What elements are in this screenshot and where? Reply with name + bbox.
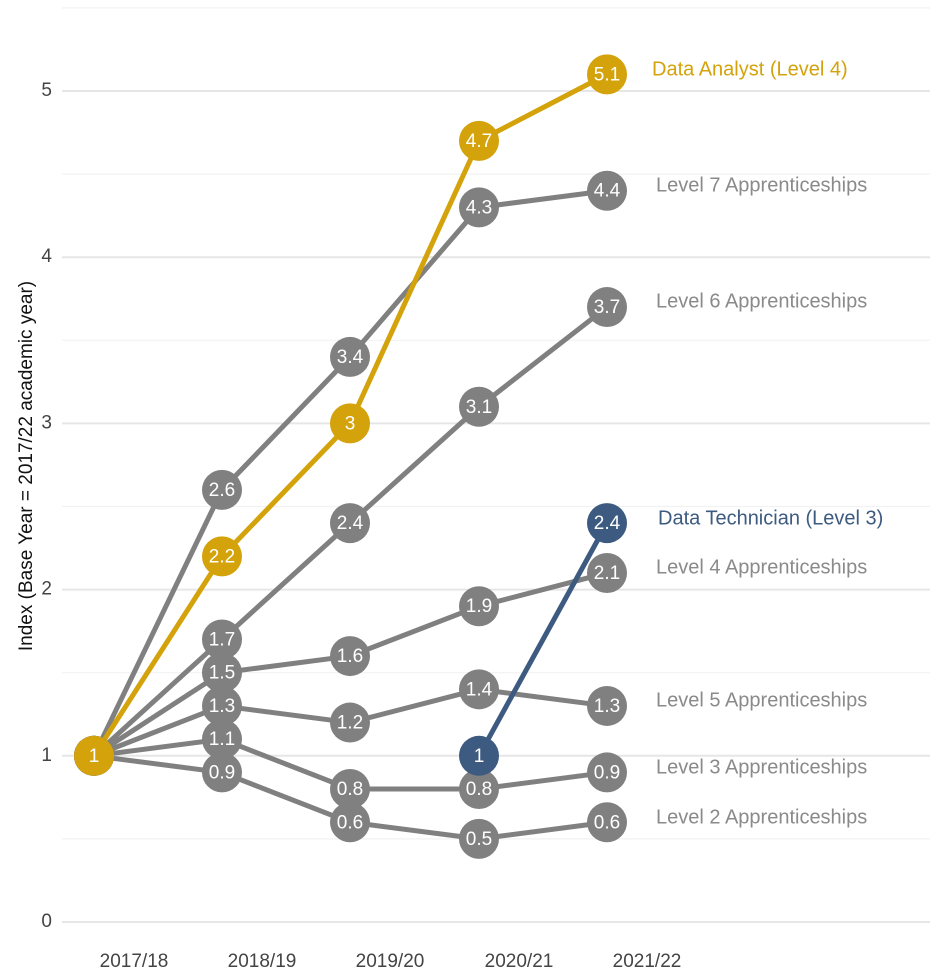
data-label-level-2-apprenticeships: 0.6 bbox=[594, 812, 620, 833]
data-point-level-5-apprenticeships bbox=[202, 685, 242, 726]
data-label-level-3-apprenticeships: 0.8 bbox=[466, 779, 492, 800]
data-point-level-4-apprenticeships bbox=[330, 636, 370, 677]
data-point-level-2-apprenticeships bbox=[459, 818, 499, 859]
data-point-level-7-apprenticeships bbox=[587, 170, 627, 211]
data-label-data-analyst-level-4: 1 bbox=[89, 746, 100, 767]
series-label-level-6-apprenticeships: Level 6 Apprenticeships bbox=[656, 290, 867, 312]
data-label-level-7-apprenticeships: 2.6 bbox=[209, 480, 235, 501]
series-label-level-5-apprenticeships: Level 5 Apprenticeships bbox=[656, 689, 867, 711]
data-label-data-technician-level-3: 2.4 bbox=[594, 513, 621, 534]
data-point-level-3-apprenticeships bbox=[202, 719, 242, 760]
series-label-data-analyst-level-4: Data Analyst (Level 4) bbox=[652, 58, 848, 80]
data-point-data-technician-level-3 bbox=[459, 735, 499, 776]
data-label-level-3-apprenticeships: 0.8 bbox=[337, 779, 363, 800]
data-point-level-4-apprenticeships bbox=[202, 652, 242, 693]
data-point-level-4-apprenticeships bbox=[587, 552, 627, 593]
data-point-level-6-apprenticeships bbox=[202, 619, 242, 660]
series-labels: Level 2 Apprenticeships Level 3 Apprentic… bbox=[652, 58, 883, 828]
data-label-level-4-apprenticeships: 1.5 bbox=[209, 663, 235, 684]
series-label-data-technician-level-3: Data Technician (Level 3) bbox=[658, 507, 883, 529]
series-label-level-7-apprenticeships: Level 7 Apprenticeships bbox=[656, 174, 867, 196]
data-label-level-3-apprenticeships: 0.9 bbox=[594, 762, 620, 783]
x-tick-label: 2019/20 bbox=[356, 951, 425, 972]
data-label-level-4-apprenticeships: 2.1 bbox=[594, 563, 620, 584]
y-axis-title: Index (Base Year = 2017/22 academic year… bbox=[16, 281, 37, 651]
data-label-level-5-apprenticeships: 1.4 bbox=[466, 679, 493, 700]
data-label-data-analyst-level-4: 3 bbox=[345, 413, 356, 434]
data-point-level-5-apprenticeships bbox=[587, 685, 627, 726]
data-point-level-3-apprenticeships bbox=[459, 769, 499, 810]
data-label-level-5-apprenticeships: 1.3 bbox=[594, 696, 620, 717]
data-label-data-analyst-level-4: 5.1 bbox=[594, 64, 620, 85]
y-tick-label: 3 bbox=[41, 412, 52, 433]
data-point-level-4-apprenticeships bbox=[459, 586, 499, 627]
data-point-level-2-apprenticeships bbox=[587, 802, 627, 843]
data-label-level-5-apprenticeships: 1.3 bbox=[209, 696, 235, 717]
data-point-level-2-apprenticeships bbox=[202, 752, 242, 793]
data-point-level-5-apprenticeships bbox=[459, 669, 499, 710]
data-label-level-5-apprenticeships: 1.2 bbox=[337, 713, 363, 734]
data-label-level-2-apprenticeships: 0.5 bbox=[466, 829, 492, 850]
data-label-level-2-apprenticeships: 0.6 bbox=[337, 812, 363, 833]
series-line-data-technician-level-3 bbox=[476, 520, 610, 759]
data-point-data-analyst-level-4 bbox=[330, 403, 370, 444]
data-point-data-analyst-level-4 bbox=[459, 120, 499, 161]
data-point-level-7-apprenticeships bbox=[459, 187, 499, 228]
data-point-level-6-apprenticeships bbox=[587, 287, 627, 328]
data-point-data-analyst-level-4 bbox=[202, 536, 242, 577]
data-point-level-6-apprenticeships bbox=[330, 503, 370, 544]
data-label-level-7-apprenticeships: 4.3 bbox=[466, 197, 492, 218]
data-label-level-6-apprenticeships: 1.7 bbox=[209, 629, 235, 650]
y-tick-label: 2 bbox=[41, 579, 52, 600]
data-label-level-4-apprenticeships: 1.9 bbox=[466, 596, 492, 617]
data-label-data-analyst-level-4: 2.2 bbox=[209, 546, 235, 567]
data-point-level-5-apprenticeships bbox=[330, 702, 370, 743]
data-point-data-analyst-level-4 bbox=[587, 54, 627, 95]
gridlines bbox=[62, 7, 930, 923]
data-label-data-analyst-level-4: 4.7 bbox=[466, 131, 492, 152]
series-label-level-3-apprenticeships: Level 3 Apprenticeships bbox=[656, 756, 867, 778]
series-label-level-2-apprenticeships: Level 2 Apprenticeships bbox=[656, 806, 867, 828]
x-axis-ticks: 2017/18 2018/19 2019/20 2020/21 2021/22 bbox=[100, 951, 682, 972]
data-label-level-6-apprenticeships: 3.7 bbox=[594, 297, 620, 318]
y-tick-label: 4 bbox=[41, 246, 52, 267]
series-label-level-4-apprenticeships: Level 4 Apprenticeships bbox=[656, 556, 867, 578]
y-tick-label: 5 bbox=[41, 80, 52, 101]
data-point-level-6-apprenticeships bbox=[459, 386, 499, 427]
data-point-data-analyst-level-4 bbox=[74, 735, 114, 776]
data-label-level-4-apprenticeships: 1.6 bbox=[337, 646, 363, 667]
data-label-level-7-apprenticeships: 3.4 bbox=[337, 347, 364, 368]
data-label-data-technician-level-3: 1 bbox=[474, 746, 485, 767]
data-label-level-3-apprenticeships: 1.1 bbox=[209, 729, 235, 750]
data-point-level-3-apprenticeships bbox=[587, 752, 627, 793]
x-tick-label: 2021/22 bbox=[613, 951, 682, 972]
x-tick-label: 2017/18 bbox=[100, 951, 169, 972]
x-tick-label: 2018/19 bbox=[228, 951, 297, 972]
y-tick-label: 1 bbox=[41, 745, 52, 766]
data-point-level-7-apprenticeships bbox=[202, 469, 242, 510]
data-label-level-6-apprenticeships: 3.1 bbox=[466, 397, 492, 418]
data-label-level-6-apprenticeships: 2.4 bbox=[337, 513, 364, 534]
data-label-level-2-apprenticeships: 0.9 bbox=[209, 762, 235, 783]
data-point-level-3-apprenticeships bbox=[330, 769, 370, 810]
data-point-level-7-apprenticeships bbox=[330, 336, 370, 377]
series-points: 10.90.60.50.611.10.80.80.911.31.21.41.31… bbox=[74, 54, 627, 859]
y-axis-ticks: 0 1 2 3 4 5 bbox=[41, 80, 52, 932]
data-point-data-technician-level-3 bbox=[587, 503, 627, 544]
data-label-level-7-apprenticeships: 4.4 bbox=[594, 181, 621, 202]
x-tick-label: 2020/21 bbox=[485, 951, 554, 972]
y-tick-label: 0 bbox=[41, 911, 52, 932]
data-point-level-2-apprenticeships bbox=[330, 802, 370, 843]
